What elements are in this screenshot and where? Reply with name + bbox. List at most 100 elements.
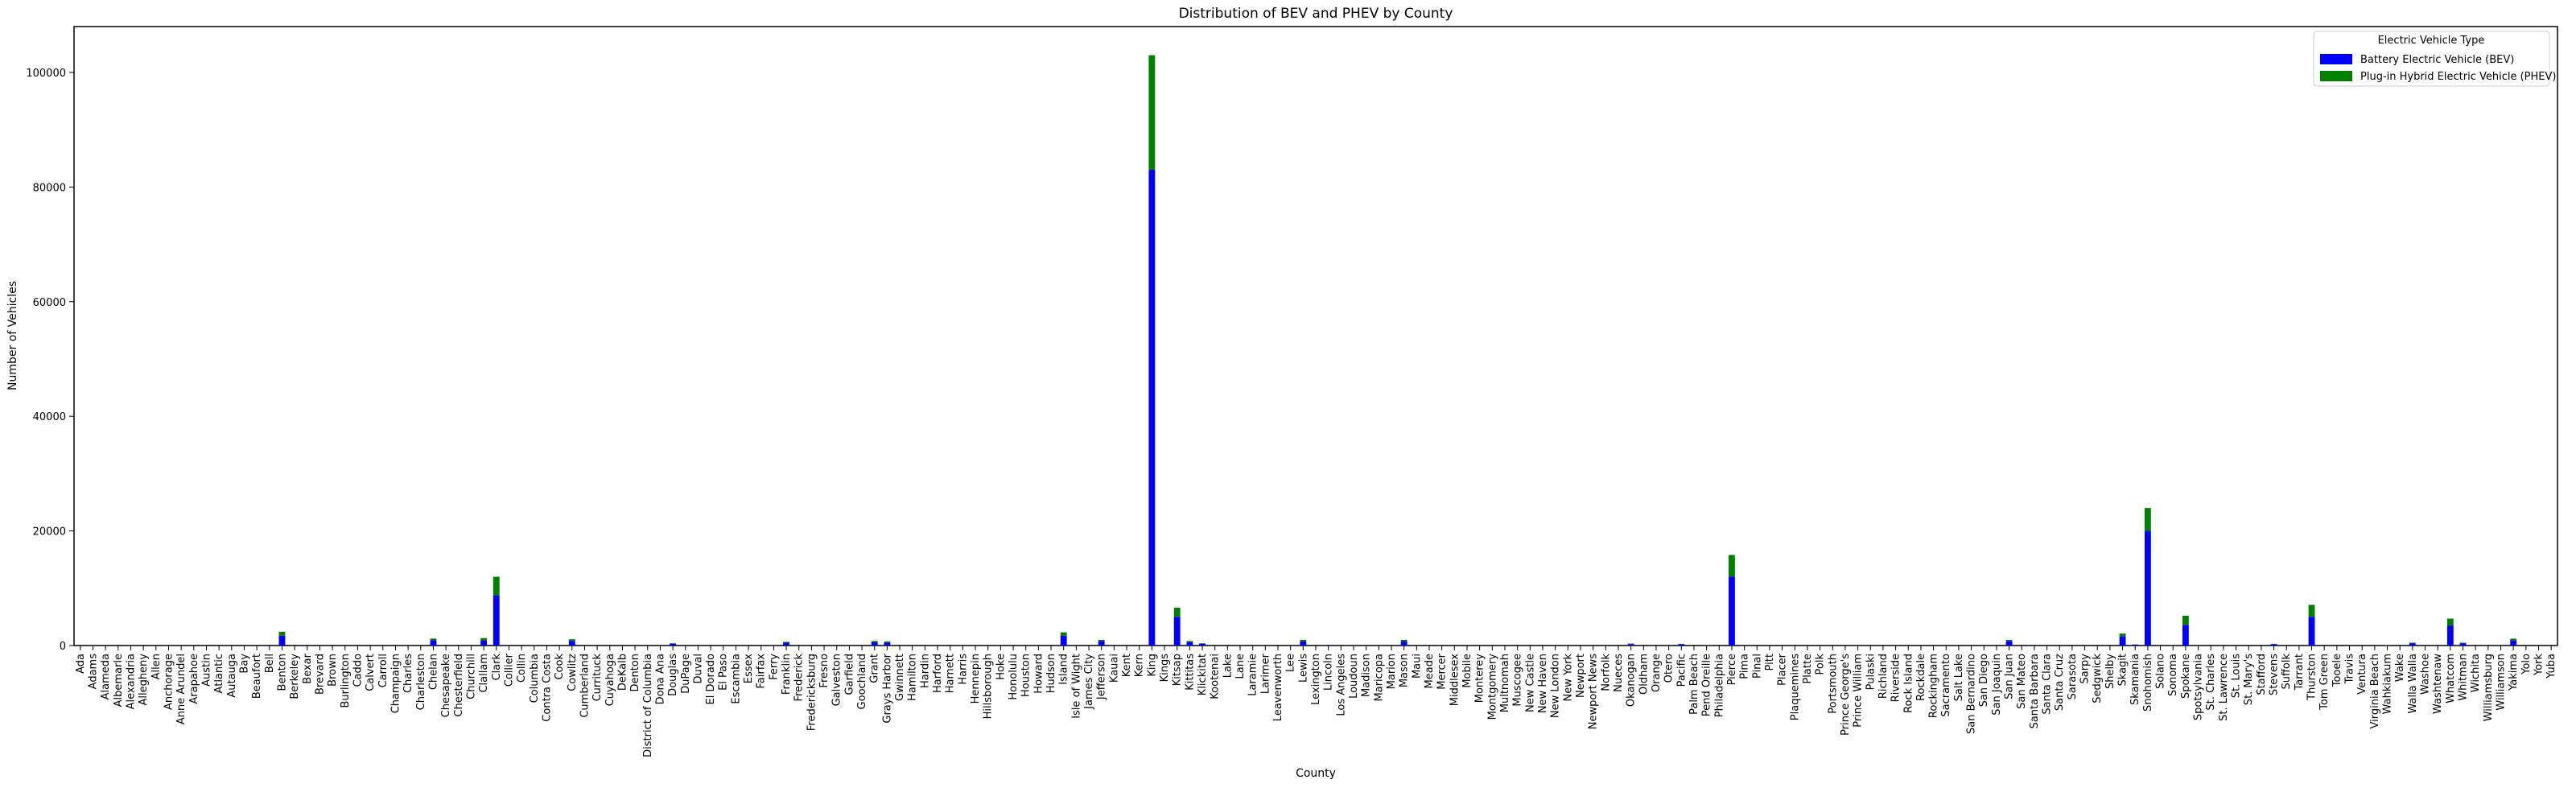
x-tick-label: Spokane — [2180, 654, 2192, 699]
x-tick-label: Allegheny — [138, 654, 150, 706]
x-tick-label: Harris — [957, 654, 969, 685]
x-tick-label: Washoe — [2420, 654, 2432, 695]
bar — [1627, 644, 1634, 646]
x-tick-label: Mobile — [1461, 654, 1473, 688]
bar — [1678, 644, 1685, 646]
x-tick-label: Fairfax — [756, 654, 768, 689]
x-tick-label: Cumberland — [579, 654, 591, 718]
x-tick-label: Calvert — [365, 654, 377, 691]
x-tick-label: Douglas — [667, 654, 679, 696]
x-tick-label: Carroll — [377, 654, 389, 687]
bar — [871, 641, 878, 642]
x-tick-label: Howard — [1032, 654, 1045, 694]
x-tick-label: Madison — [1361, 654, 1373, 697]
x-tick-label: Newport — [1575, 654, 1587, 698]
x-tick-label: Caddo — [352, 654, 364, 687]
x-tick-label: Fresno — [818, 654, 831, 688]
x-tick-label: Autauga — [226, 654, 238, 698]
x-tick-label: Travis — [2344, 654, 2356, 685]
x-tick-label: Chesapeake — [440, 654, 452, 717]
x-tick-label: Clallam — [478, 654, 490, 693]
bar — [1400, 639, 1408, 642]
x-tick-label: Prince George's — [1840, 654, 1852, 736]
bar — [2510, 638, 2517, 641]
bar — [493, 595, 500, 646]
x-tick-label: St. Mary's — [2243, 654, 2255, 705]
x-tick-label: Salt Lake — [1953, 654, 1965, 701]
x-tick-label: Jefferson — [1096, 654, 1108, 700]
x-tick-label: Maui — [1411, 654, 1423, 679]
x-tick-label: Williamsburg — [2483, 654, 2495, 721]
x-tick-label: Collier — [503, 653, 515, 687]
x-tick-label: Cuyahoga — [604, 654, 616, 706]
x-tick-label: Harnett — [945, 654, 957, 693]
x-tick-label: Maricopa — [1373, 654, 1385, 701]
y-axis-label: Number of Vehicles — [6, 281, 19, 390]
x-tick-label: Honolulu — [1008, 654, 1020, 700]
legend: Electric Vehicle Type Battery Electric Ve… — [2313, 31, 2556, 87]
x-tick-label: Stevens — [2269, 654, 2281, 695]
x-tick-label: Collin — [516, 654, 528, 683]
x-tick-label: Lane — [1234, 654, 1247, 679]
bar — [2182, 615, 2189, 625]
x-tick-label: Charleston — [415, 654, 427, 710]
bar — [1678, 643, 1685, 645]
x-tick-label: Chesterfield — [453, 654, 465, 717]
x-tick-label: Chelan — [427, 654, 439, 690]
x-tick-label: Anne Arundel — [175, 654, 188, 724]
bar — [1060, 632, 1067, 636]
x-tick-label: Palm Beach — [1688, 654, 1700, 715]
x-tick-label: Pulaski — [1865, 654, 1877, 690]
bar — [2132, 644, 2139, 646]
y-tick-label: 20000 — [33, 526, 66, 538]
x-tick-label: Pierce — [1726, 654, 1738, 685]
bar — [2270, 643, 2277, 645]
x-tick-label: Loudoun — [1348, 654, 1360, 699]
bar — [493, 576, 500, 596]
x-tick-label: Kitsap — [1172, 654, 1184, 686]
x-tick-label: King — [1146, 654, 1158, 677]
x-tick-label: Shelby — [2104, 654, 2116, 689]
legend-label: Battery Electric Vehicle (BEV) — [2360, 54, 2514, 66]
x-tick-label: Yakima — [2508, 654, 2520, 691]
bar — [2459, 643, 2467, 646]
x-tick-label: Kauai — [1108, 654, 1120, 683]
x-tick-label: Prince William — [1853, 654, 1865, 728]
x-tick-label: Lee — [1285, 654, 1297, 672]
x-tick-label: Galveston — [831, 654, 843, 706]
x-tick-label: Marion — [1386, 654, 1398, 689]
x-tick-label: San Diego — [1978, 654, 1990, 707]
x-tick-label: Norfolk — [1600, 654, 1612, 691]
x-tick-label: Atlantic — [213, 654, 225, 693]
x-tick-label: Kings — [1159, 654, 1171, 683]
x-tick-label: Wichita — [2470, 654, 2482, 692]
x-tick-label: Gwinnett — [894, 654, 906, 701]
x-tick-label: Okanogan — [1626, 654, 1638, 707]
x-tick-label: Benton — [276, 654, 288, 691]
bar — [1173, 608, 1181, 617]
x-tick-label: Skamania — [2129, 654, 2141, 705]
x-tick-label: Garfield — [843, 654, 855, 695]
x-tick-label: Albemarle — [113, 654, 125, 707]
x-tick-label: Williamson — [2496, 654, 2508, 711]
x-tick-label: San Juan — [2004, 654, 2016, 699]
x-tick-label: Churchill — [465, 654, 477, 699]
x-tick-label: Lexington — [1310, 654, 1322, 705]
x-tick-label: Solano — [2155, 654, 2167, 689]
x-tick-label: Sonoma — [2167, 654, 2179, 696]
x-tick-label: Ada — [75, 654, 87, 674]
x-tick-label: Muscogee — [1512, 654, 1524, 707]
x-tick-label: Pend Oreille — [1701, 654, 1713, 716]
x-tick-label: Kootenai — [1210, 654, 1222, 699]
bar — [1060, 635, 1067, 646]
x-tick-label: Adams — [87, 654, 99, 690]
x-tick-label: St. Louis — [2231, 654, 2243, 698]
x-tick-label: Goochland — [856, 654, 868, 709]
x-tick-label: Champaign — [389, 654, 402, 713]
x-tick-label: Alexandria — [125, 654, 137, 709]
x-tick-label: Polk — [1815, 654, 1827, 675]
x-tick-label: Whitman — [2458, 654, 2470, 701]
x-tick-label: Duval — [692, 654, 704, 684]
x-tick-label: San Joaquin — [1991, 654, 2003, 716]
